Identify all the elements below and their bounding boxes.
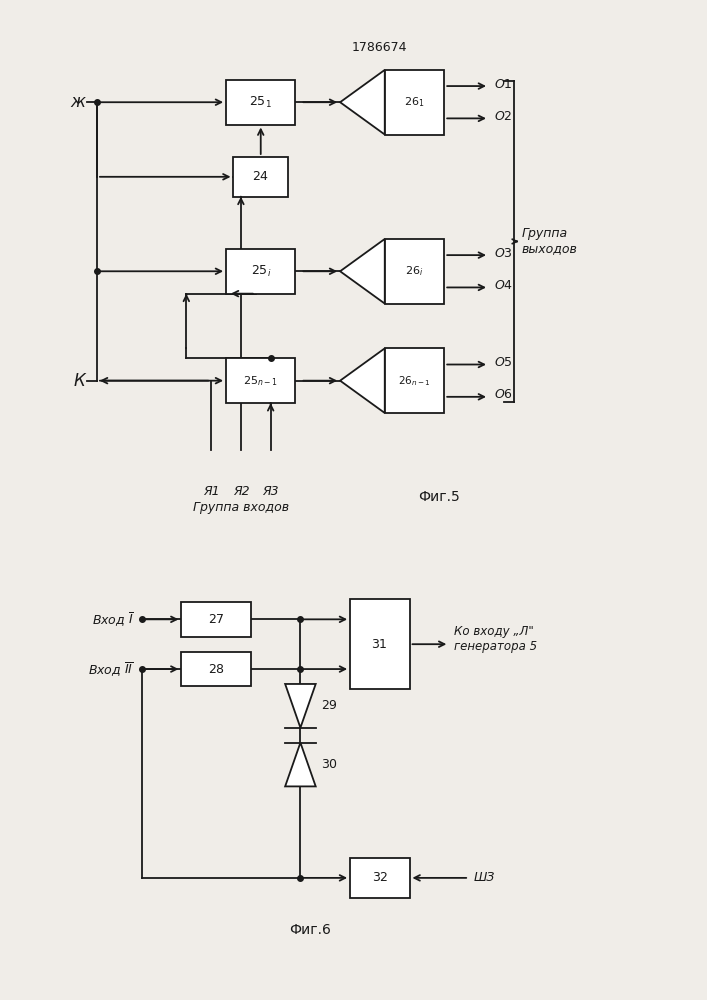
Bar (226, 249, 296, 294)
Text: $29$: $29$ (321, 699, 337, 712)
Text: Я3: Я3 (262, 485, 279, 498)
Text: $25_1$: $25_1$ (250, 95, 272, 110)
Polygon shape (340, 239, 385, 304)
Bar (350, 599, 409, 689)
Text: Я2: Я2 (233, 485, 249, 498)
Polygon shape (340, 70, 385, 135)
Text: Группа входов: Группа входов (193, 501, 289, 514)
Text: ШЗ: ШЗ (474, 871, 496, 884)
Text: Вход $\overline{II}$: Вход $\overline{II}$ (88, 660, 134, 678)
Text: $26_i$: $26_i$ (405, 264, 423, 278)
Text: К: К (74, 372, 85, 390)
Text: $32$: $32$ (371, 871, 388, 884)
Text: $28$: $28$ (208, 663, 225, 676)
Text: $O5$: $O5$ (494, 356, 513, 369)
Text: $30$: $30$ (321, 758, 338, 771)
Bar (233, 157, 288, 197)
Text: $25_i$: $25_i$ (250, 264, 271, 279)
Text: Ко входу „Л"
генератора 5: Ко входу „Л" генератора 5 (454, 625, 537, 653)
Bar (350, 858, 409, 898)
Text: ж: ж (70, 93, 85, 111)
Text: $O4$: $O4$ (494, 279, 513, 292)
Bar (385, 239, 444, 304)
Text: Группа
выходов: Группа выходов (522, 227, 578, 255)
Text: Вход $\overline{I}$: Вход $\overline{I}$ (92, 610, 134, 628)
Text: 1786674: 1786674 (352, 41, 407, 54)
Polygon shape (285, 743, 316, 786)
Text: Фиг.6: Фиг.6 (289, 923, 332, 937)
Bar (226, 80, 296, 125)
Text: $26_1$: $26_1$ (404, 95, 425, 109)
Text: $O3$: $O3$ (494, 247, 513, 260)
Bar (385, 348, 444, 413)
Text: $26_{n-1}$: $26_{n-1}$ (398, 374, 431, 388)
Text: $24$: $24$ (252, 170, 269, 183)
Bar (182, 652, 251, 686)
Text: $O6$: $O6$ (494, 388, 513, 401)
Text: $O2$: $O2$ (494, 110, 513, 123)
Text: Я1: Я1 (203, 485, 219, 498)
Bar (385, 70, 444, 135)
Text: $27$: $27$ (208, 613, 225, 626)
Polygon shape (340, 348, 385, 413)
Polygon shape (285, 684, 316, 728)
Text: $25_{n-1}$: $25_{n-1}$ (243, 374, 279, 388)
Text: $O1$: $O1$ (494, 78, 513, 91)
Bar (182, 602, 251, 637)
Bar (226, 358, 296, 403)
Text: Фиг.5: Фиг.5 (419, 490, 460, 504)
Text: $31$: $31$ (371, 638, 388, 651)
